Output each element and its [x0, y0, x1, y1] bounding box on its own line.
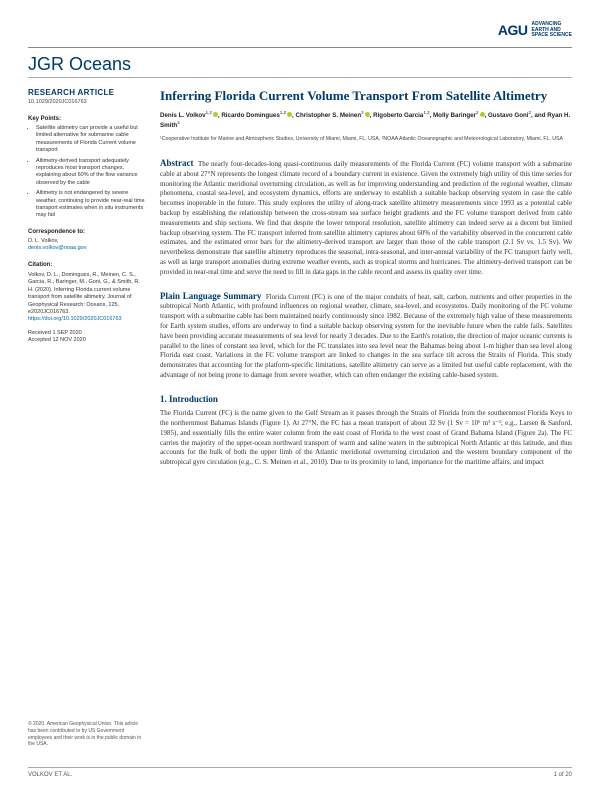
correspondence-name: D. L. Volkov,: [28, 238, 146, 245]
journal-rule: [28, 77, 572, 78]
accepted-date: Accepted 12 NOV 2020: [28, 337, 146, 344]
footer-author: VOLKOV ET AL.: [28, 772, 72, 778]
key-point: Satellite altimetry can provide a useful…: [36, 125, 146, 155]
citation-heading: Citation:: [28, 261, 146, 269]
sidebar: RESEARCH ARTICLE 10.1029/2020JC016763 Ke…: [28, 88, 146, 469]
article-type: RESEARCH ARTICLE: [28, 88, 146, 99]
affiliations: ¹Cooperative Institute for Marine and At…: [160, 136, 572, 143]
received-date: Received 1 SEP 2020: [28, 330, 146, 337]
introduction-text: The Florida Current (FC) is the name giv…: [160, 409, 572, 468]
citation-doi[interactable]: https://doi.org/10.1029/2020JC016763: [28, 316, 146, 323]
publisher-tagline: ADVANCING EARTH AND SPACE SCIENCE: [532, 22, 572, 39]
pls-heading: Plain Language Summary: [160, 291, 261, 301]
abstract-heading: Abstract: [160, 158, 194, 168]
plain-language-block: Plain Language Summary Florida Current (…: [160, 290, 572, 381]
key-points-heading: Key Points:: [28, 115, 146, 123]
copyright-notice: © 2020. American Geophysical Union. This…: [28, 721, 146, 748]
orcid-icon: [480, 112, 485, 117]
key-point: Altimetry is not endangered by severe we…: [36, 190, 146, 220]
orcid-icon: [365, 112, 370, 117]
publisher-mark: AGU: [498, 22, 528, 38]
main-content: Inferring Florida Current Volume Transpo…: [160, 88, 572, 469]
journal-title: JGR Oceans: [28, 54, 572, 75]
header-rule: [28, 47, 572, 48]
correspondence-email[interactable]: denis.volkov@noaa.gov: [28, 245, 146, 252]
citation-body: Volkov, D. L., Domingues, R., Meinen, C.…: [28, 272, 146, 317]
correspondence-heading: Correspondence to:: [28, 228, 146, 236]
key-point: Altimetry-derived transport adequately r…: [36, 158, 146, 188]
pls-text: Florida Current (FC) is one of the major…: [160, 293, 572, 379]
orcid-icon: [287, 112, 292, 117]
page-footer: VOLKOV ET AL. 1 of 20: [28, 767, 572, 778]
article-title: Inferring Florida Current Volume Transpo…: [160, 88, 572, 104]
doi: 10.1029/2020JC016763: [28, 99, 146, 106]
page-header: AGU ADVANCING EARTH AND SPACE SCIENCE: [28, 22, 572, 39]
footer-page: 1 of 20: [554, 772, 572, 778]
introduction-heading: 1. Introduction: [160, 393, 572, 406]
orcid-icon: [213, 112, 218, 117]
key-points-list: Satellite altimetry can provide a useful…: [28, 125, 146, 220]
publisher-logo: AGU ADVANCING EARTH AND SPACE SCIENCE: [498, 22, 572, 39]
abstract-text: The nearly four-decades-long quasi-conti…: [160, 160, 572, 276]
author-list: Denis L. Volkov1,2, Ricardo Domingues1,2…: [160, 110, 572, 131]
abstract-block: Abstract The nearly four-decades-long qu…: [160, 157, 572, 278]
